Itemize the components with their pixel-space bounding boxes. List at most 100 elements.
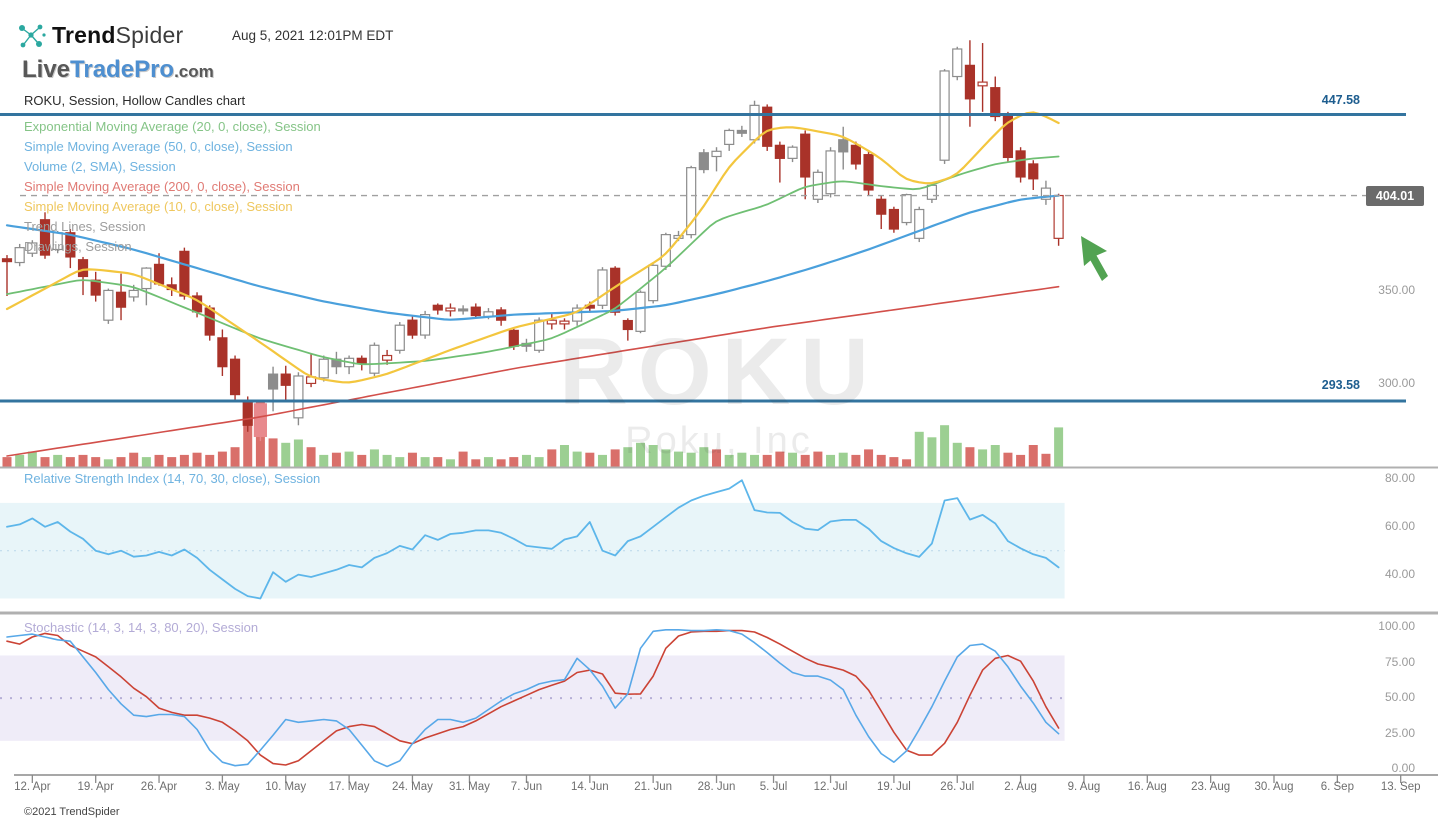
candle-body (686, 167, 697, 236)
x-axis-date-13. Sep: 13. Sep (1380, 781, 1421, 793)
volume-bar (534, 457, 544, 467)
candle-body (458, 308, 469, 312)
candle-body (635, 291, 646, 332)
x-axis-date-14. Jun: 14. Jun (570, 781, 609, 793)
volume-bar (927, 437, 937, 467)
volume-bar (978, 449, 988, 467)
candle-body (914, 208, 925, 239)
volume-bar (1003, 452, 1013, 467)
volume-bar (876, 454, 886, 467)
volume-bar (889, 457, 899, 467)
legend-item-4[interactable]: Simple Moving Average (10, 0, close), Se… (24, 199, 293, 214)
volume-bar (369, 449, 379, 467)
x-axis-date-23. Aug: 23. Aug (1191, 781, 1231, 793)
candle-body (534, 319, 545, 351)
candle-body (1, 258, 13, 263)
candle-body (926, 184, 938, 200)
volume-bar (281, 442, 291, 467)
candle-body (115, 291, 127, 308)
brand-light: Spider (115, 22, 184, 48)
legend-item-3[interactable]: Simple Moving Average (200, 0, close), S… (24, 179, 300, 194)
volume-bar (775, 451, 785, 467)
volume-bar (129, 452, 139, 467)
x-axis-date-21. Jun: 21. Jun (634, 781, 673, 793)
volume-bar (53, 454, 63, 467)
volume-bar (243, 405, 253, 467)
rsi-scale-80: 80.00 (1384, 471, 1415, 485)
candle-body (749, 104, 760, 141)
legend-item-2[interactable]: Volume (2, SMA), Session (24, 159, 176, 174)
candle-body (698, 152, 709, 171)
candle-body (952, 48, 963, 78)
legend-item-0[interactable]: Exponential Moving Average (20, 0, close… (24, 119, 321, 134)
legend-item-1[interactable]: Simple Moving Average (50, 0, close), Se… (24, 139, 293, 154)
candle-body (901, 194, 912, 224)
volume-bar (521, 454, 531, 467)
candle-body (77, 259, 89, 278)
volume-bar (344, 451, 354, 467)
legend-item-6[interactable]: Drawings, Session (24, 239, 132, 254)
volume-bar (471, 459, 481, 467)
volume-bar (674, 451, 684, 467)
trendline-low-price-label: 293.58 (1321, 378, 1360, 392)
volume-bar (103, 459, 113, 467)
candle-body (876, 198, 887, 215)
volume-bar (179, 454, 189, 467)
x-axis-date-19. Jul: 19. Jul (876, 781, 911, 793)
candle-body (293, 375, 304, 419)
rsi-panel-label[interactable]: Relative Strength Index (14, 70, 30, clo… (24, 471, 321, 486)
logo-live: Live (22, 56, 71, 83)
volume-bar (445, 459, 455, 467)
candle-body (280, 373, 291, 386)
candle-body (825, 150, 836, 195)
volume-bar (407, 452, 417, 467)
volume-bar (1041, 453, 1051, 467)
volume-bar (27, 451, 37, 467)
candle-body (546, 319, 557, 325)
x-axis-date-10. May: 10. May (265, 781, 307, 793)
candle-body (65, 232, 76, 258)
candle-body (559, 320, 570, 325)
candle-body (660, 234, 671, 267)
candle-body (863, 154, 874, 191)
volume-bar (509, 457, 519, 467)
volume-bar (813, 451, 823, 467)
volume-bar (1054, 427, 1064, 467)
x-axis-date-24. May: 24. May (391, 781, 433, 793)
x-axis-date-5. Jul: 5. Jul (759, 781, 788, 793)
candle-body (711, 150, 722, 158)
x-axis-date-3. May: 3. May (205, 781, 240, 793)
volume-bar (547, 449, 557, 467)
cursor-arrow-icon (1081, 236, 1108, 281)
x-axis-date-31. May: 31. May (448, 781, 490, 793)
candle-body (850, 144, 861, 165)
candle-body (800, 133, 811, 178)
volume-bar (192, 452, 202, 467)
volume-bar (382, 454, 392, 467)
volume-bar (648, 445, 658, 467)
volume-bar (230, 447, 240, 467)
candle-body (369, 344, 380, 374)
volume-bar (458, 451, 468, 467)
candle-body (394, 324, 405, 351)
rsi-scale-60: 60.00 (1384, 518, 1415, 533)
stochastic-panel-label[interactable]: Stochastic (14, 3, 14, 3, 80, 20), Sessi… (24, 620, 259, 635)
candle-body (267, 373, 279, 390)
candle-body (762, 106, 773, 147)
volume-bar (167, 457, 177, 467)
stoch-k-line (6, 628, 1060, 768)
volume-bar (623, 447, 633, 467)
stoch-scale-100: 100.00 (1378, 619, 1415, 633)
volume-bar (712, 449, 722, 467)
volume-bar (217, 451, 227, 467)
volume-bar (990, 445, 1000, 467)
volume-bar (686, 452, 696, 467)
logo-trade: Trade (70, 56, 135, 83)
candle-body (407, 319, 418, 336)
candle-body (27, 242, 38, 254)
candle-body (1028, 163, 1039, 180)
volume-bar (496, 459, 506, 467)
candle-body (838, 139, 849, 153)
legend-item-5[interactable]: Trend Lines, Session (24, 219, 146, 234)
